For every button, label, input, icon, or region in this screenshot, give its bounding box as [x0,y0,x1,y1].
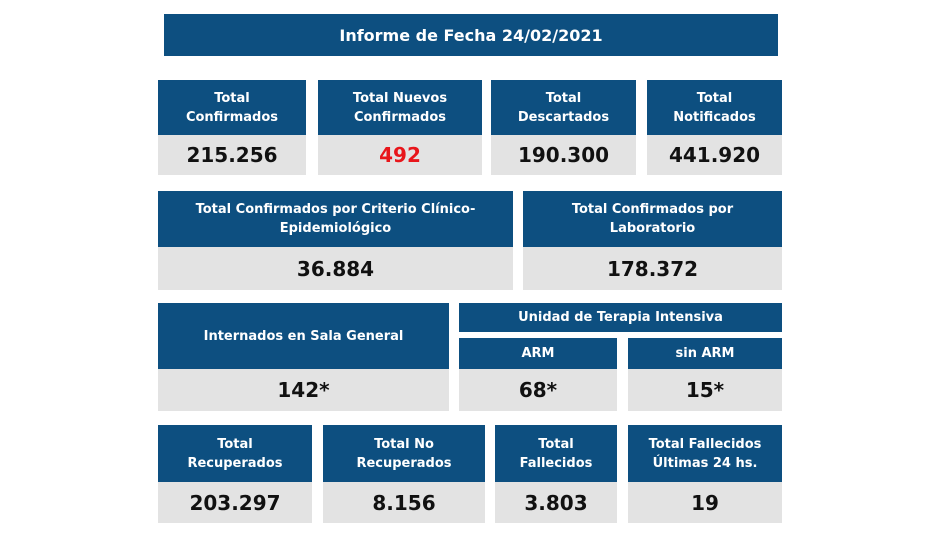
card-laboratorio: Total Confirmados por Laboratorio 178.37… [523,191,782,290]
card-arm: ARM 68* [459,338,617,411]
card-value: 15* [628,369,782,411]
card-label: Internados en Sala General [158,303,449,369]
card-descartados: Total Descartados 190.300 [491,80,636,175]
card-label: Total Confirmados por Laboratorio [523,191,782,247]
card-value: 190.300 [491,135,636,175]
card-criterio-clinico: Total Confirmados por Criterio Clínico-E… [158,191,513,290]
card-label: Total Recuperados [158,425,312,482]
card-label: Total Fallecidos [495,425,617,482]
card-value: 3.803 [495,482,617,523]
card-value: 68* [459,369,617,411]
card-value: 178.372 [523,247,782,290]
card-label: Total Fallecidos Últimas 24 hs. [628,425,782,482]
card-value: 492 [318,135,482,175]
card-label: Total Nuevos Confirmados [318,80,482,135]
card-total-confirmados: Total Confirmados 215.256 [158,80,306,175]
card-sala-general: Internados en Sala General 142* [158,303,449,411]
card-recuperados: Total Recuperados 203.297 [158,425,312,523]
card-value: 19 [628,482,782,523]
card-label: Total Confirmados por Criterio Clínico-E… [158,191,513,247]
card-value: 36.884 [158,247,513,290]
card-fallecidos-24hs: Total Fallecidos Últimas 24 hs. 19 [628,425,782,523]
card-label: ARM [459,338,617,369]
card-label: Total Notificados [647,80,782,135]
card-label: Total Descartados [491,80,636,135]
card-value: 203.297 [158,482,312,523]
card-label: Total Confirmados [158,80,306,135]
card-nuevos-confirmados: Total Nuevos Confirmados 492 [318,80,482,175]
card-value: 8.156 [323,482,485,523]
card-label: Total No Recuperados [323,425,485,482]
card-value: 441.920 [647,135,782,175]
card-no-recuperados: Total No Recuperados 8.156 [323,425,485,523]
card-notificados: Total Notificados 441.920 [647,80,782,175]
uti-header: Unidad de Terapia Intensiva [459,303,782,332]
card-value: 142* [158,369,449,411]
report-title: Informe de Fecha 24/02/2021 [164,14,778,56]
card-value: 215.256 [158,135,306,175]
card-sin-arm: sin ARM 15* [628,338,782,411]
uti-label: Unidad de Terapia Intensiva [459,303,782,332]
card-fallecidos: Total Fallecidos 3.803 [495,425,617,523]
card-label: sin ARM [628,338,782,369]
